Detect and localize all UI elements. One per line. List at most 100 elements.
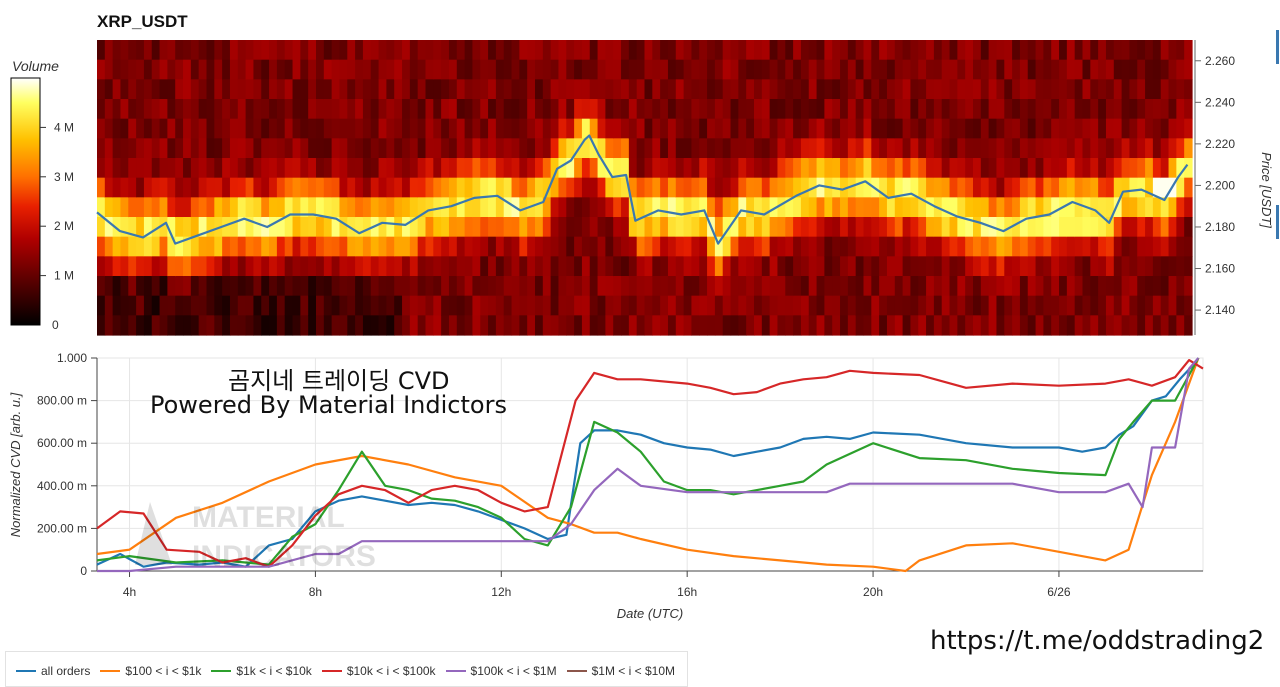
heatmap-cell	[910, 276, 919, 297]
heatmap-cell	[761, 295, 771, 316]
heatmap-cell	[190, 295, 200, 316]
heatmap-cell	[863, 138, 872, 159]
legend-label: all orders	[41, 664, 91, 678]
heatmap-cell	[245, 138, 255, 159]
heatmap-cell	[1184, 40, 1193, 61]
heatmap-cell	[316, 315, 325, 336]
heatmap-cell	[308, 138, 317, 159]
heatmap-cell	[800, 40, 810, 61]
heatmap-cell	[941, 40, 951, 61]
heatmap-cell	[699, 177, 708, 198]
heatmap-cell	[714, 217, 724, 238]
heatmap-cell	[425, 40, 434, 61]
heatmap-cell	[456, 295, 466, 316]
heatmap-cell	[746, 295, 755, 316]
heatmap-cell	[480, 197, 489, 218]
heatmap-cell	[519, 59, 528, 80]
legend-item[interactable]: $1M < i < $10M	[566, 664, 675, 678]
heatmap-cell	[1074, 315, 1084, 336]
heatmap-cell	[1160, 236, 1170, 257]
heatmap-cell	[370, 315, 380, 336]
heatmap-cell	[855, 315, 865, 336]
heatmap-cell	[214, 295, 223, 316]
heatmap-cell	[683, 197, 693, 218]
heatmap-cell	[910, 40, 919, 61]
heatmap-cell	[636, 236, 646, 257]
heatmap-cell	[832, 315, 841, 336]
heatmap-cell	[1027, 276, 1037, 297]
heatmap-cell	[269, 256, 278, 277]
heatmap-cell	[535, 118, 544, 139]
heatmap-cell	[996, 315, 1005, 336]
heatmap-cell	[136, 79, 145, 100]
heatmap-cell	[574, 99, 583, 120]
heatmap-cell	[621, 99, 630, 120]
heatmap-cell	[902, 315, 912, 336]
cvd-legend: all orders $100 < i < $1k $1k < i < $10k $1…	[5, 651, 688, 687]
cvd-xtick-label: 4h	[123, 585, 136, 599]
heatmap-cell	[926, 138, 935, 159]
heatmap-cell	[910, 217, 919, 238]
heatmap-cell	[120, 256, 129, 277]
heatmap-cell	[183, 118, 192, 139]
heatmap-cell	[1043, 197, 1052, 218]
heatmap-cell	[97, 217, 106, 238]
heatmap-cell	[793, 256, 802, 277]
heatmap-cell	[190, 118, 200, 139]
heatmap-cell	[167, 256, 176, 277]
heatmap-cell	[652, 138, 661, 159]
heatmap-cell	[511, 236, 520, 257]
heatmap-cell	[863, 256, 872, 277]
heatmap-cell	[1129, 315, 1138, 336]
heatmap-cell	[847, 177, 857, 198]
heatmap-cell	[1121, 256, 1131, 277]
heatmap-cell	[143, 99, 153, 120]
heatmap-cell	[589, 197, 599, 218]
heatmap-cell	[1105, 315, 1115, 336]
heatmap-cell	[754, 59, 763, 80]
heatmap-cell	[378, 118, 387, 139]
heatmap-cell	[761, 118, 771, 139]
heatmap-cell	[730, 99, 739, 120]
colorbar-tick-label: 0	[52, 318, 59, 332]
heatmap-cell	[1004, 197, 1013, 218]
heatmap-cell	[159, 276, 168, 297]
heatmap-cell	[417, 138, 427, 159]
heatmap-cell	[1145, 256, 1154, 277]
heatmap-axes: 2.1402.1602.1802.2002.2202.2402.260Price…	[1194, 30, 1279, 335]
heatmap-cell	[1019, 256, 1029, 277]
heatmap-cell	[480, 295, 489, 316]
heatmap-cell	[128, 236, 137, 257]
legend-item[interactable]: $100k < i < $1M	[445, 664, 557, 678]
heatmap-cell	[1152, 276, 1162, 297]
legend-item[interactable]: all orders	[16, 664, 90, 678]
heatmap-cell	[206, 99, 215, 120]
heatmap-cell	[214, 40, 223, 61]
heatmap-cell	[112, 197, 122, 218]
heatmap-cell	[918, 276, 927, 297]
legend-item[interactable]: $100 < i < $1k	[100, 664, 201, 678]
heatmap-cell	[1051, 40, 1060, 61]
heatmap-cell	[167, 79, 176, 100]
telegram-url[interactable]: https://t.me/oddstrading2	[930, 626, 1265, 656]
heatmap-cell	[222, 295, 231, 316]
heatmap-cell	[1098, 158, 1107, 179]
heatmap-cell	[308, 197, 317, 218]
heatmap-cell	[847, 236, 857, 257]
heatmap-cell	[761, 99, 771, 120]
heatmap-cell	[847, 40, 857, 61]
heatmap-cell	[691, 118, 700, 139]
legend-item[interactable]: $10k < i < $100k	[321, 664, 436, 678]
heatmap-cell	[370, 177, 380, 198]
heatmap-cell	[292, 217, 301, 238]
heatmap-cell	[253, 217, 262, 238]
legend-swatch-icon	[100, 669, 121, 672]
heatmap-cell	[738, 177, 747, 198]
heatmap-cell	[675, 315, 685, 336]
legend-item[interactable]: $1k < i < $10k	[211, 664, 312, 678]
heatmap-cell	[394, 177, 403, 198]
heatmap-cell	[1090, 177, 1099, 198]
heatmap-cell	[1105, 295, 1115, 316]
heatmap-cell	[832, 99, 841, 120]
